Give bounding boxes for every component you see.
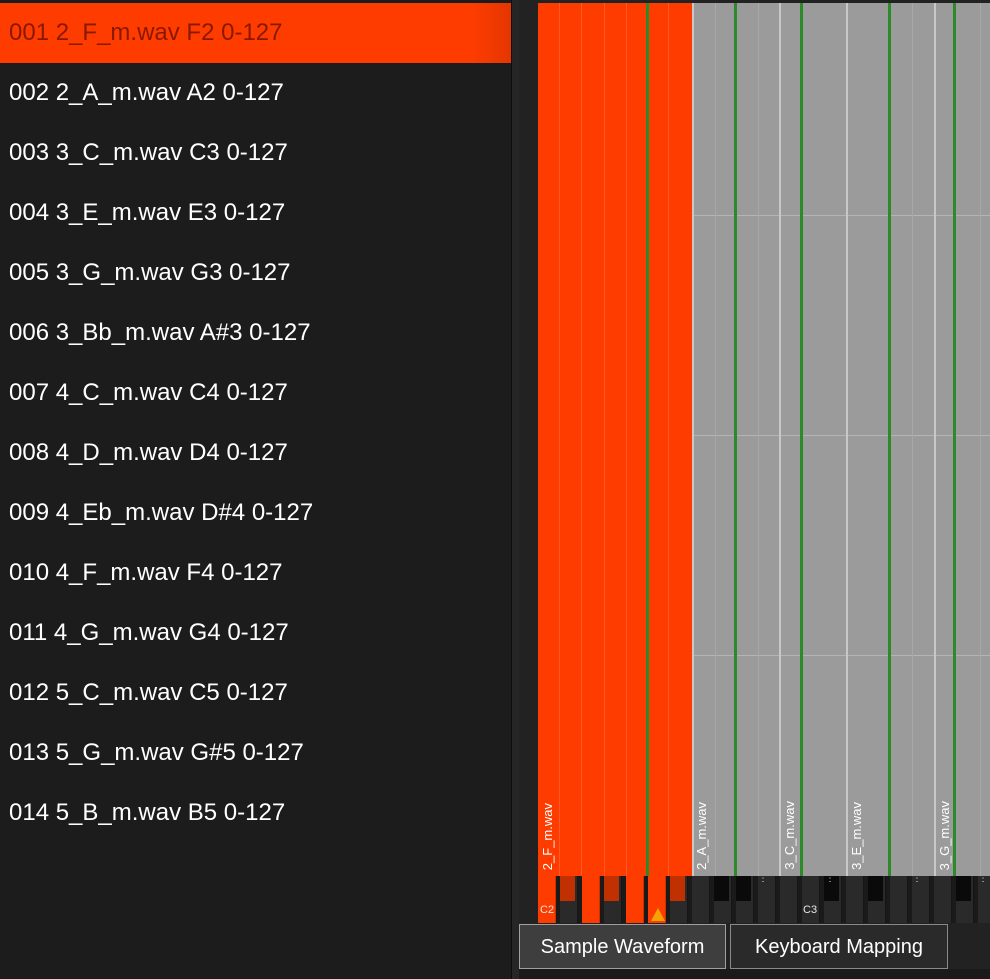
sample-row[interactable]: 011 4_G_m.wav G4 0-127 — [9, 619, 289, 646]
piano-black-key[interactable] — [824, 876, 839, 901]
piano-key[interactable] — [978, 876, 990, 923]
zone-label: 2_F_m.wav — [540, 802, 555, 870]
grid-line — [538, 215, 990, 216]
tab-sample-waveform[interactable]: Sample Waveform — [519, 924, 726, 969]
sample-row[interactable]: 003 3_C_m.wav C3 0-127 — [9, 139, 288, 166]
zone[interactable]: 3_E_m.wav — [846, 3, 934, 876]
piano-key[interactable] — [846, 876, 864, 923]
sample-row[interactable]: 008 4_D_m.wav D4 0-127 — [9, 439, 288, 466]
zone[interactable]: 3_C_m.wav — [779, 3, 846, 876]
tab-keyboard-mapping[interactable]: Keyboard Mapping — [730, 924, 948, 969]
piano-keyboard[interactable]: C2 C3 ⋮ ⋮ ⋮ ⋮ — [538, 876, 990, 923]
key-column-line — [980, 3, 981, 876]
sample-list: 001 2_F_m.wav F2 0-127 002 2_A_m.wav A2 … — [0, 3, 511, 826]
piano-black-key[interactable] — [560, 876, 575, 901]
piano-key[interactable] — [912, 876, 930, 923]
keyboard-mapping-grid[interactable]: 2_F_m.wav 2_A_m.wav 3_C_m.wav 3_E_m.wav … — [538, 3, 990, 876]
key-column-line — [626, 3, 627, 876]
grid-line — [538, 435, 990, 436]
sample-row[interactable]: 005 3_G_m.wav G3 0-127 — [9, 259, 291, 286]
root-key-line — [888, 3, 891, 876]
piano-key[interactable] — [934, 876, 952, 923]
piano-key[interactable] — [582, 876, 600, 923]
sample-row[interactable]: 009 4_Eb_m.wav D#4 0-127 — [9, 499, 314, 526]
root-key-line — [800, 3, 803, 876]
grid-line — [538, 655, 990, 656]
key-column-line — [715, 3, 716, 876]
piano-black-key[interactable] — [670, 876, 685, 901]
key-column-line — [581, 3, 582, 876]
piano-key[interactable] — [780, 876, 798, 923]
key-column-line — [559, 3, 560, 876]
sample-row[interactable]: 010 4_F_m.wav F4 0-127 — [9, 559, 283, 586]
panel-divider[interactable] — [511, 0, 520, 979]
key-column-line — [604, 3, 605, 876]
piano-black-key[interactable] — [604, 876, 619, 901]
key-column-line — [668, 3, 669, 876]
piano-black-key[interactable] — [714, 876, 729, 901]
piano-black-key[interactable] — [736, 876, 751, 901]
zone-label: 2_A_m.wav — [694, 802, 709, 870]
piano-black-key[interactable] — [868, 876, 883, 901]
piano-black-key[interactable] — [956, 876, 971, 901]
root-key-line — [646, 3, 649, 876]
sample-row[interactable]: 012 5_C_m.wav C5 0-127 — [9, 679, 288, 706]
piano-key[interactable] — [692, 876, 710, 923]
octave-label: C3 — [803, 904, 818, 916]
root-key-line — [953, 3, 956, 876]
zone-selected[interactable]: 2_F_m.wav — [538, 3, 692, 876]
piano-key[interactable] — [802, 876, 820, 923]
zone[interactable]: 3_G_m.wav — [934, 3, 990, 876]
sample-row[interactable]: 002 2_A_m.wav A2 0-127 — [9, 79, 284, 106]
piano-key[interactable] — [758, 876, 776, 923]
sample-row[interactable]: 007 4_C_m.wav C4 0-127 — [9, 379, 288, 406]
sample-row[interactable]: 001 2_F_m.wav F2 0-127 — [0, 3, 511, 63]
key-marker-icon: ⋮ — [825, 876, 835, 884]
root-note-marker-icon — [651, 908, 665, 921]
piano-key[interactable] — [626, 876, 644, 923]
zone-label: 3_E_m.wav — [849, 802, 864, 870]
piano-key[interactable] — [538, 876, 556, 923]
key-column-line — [912, 3, 913, 876]
key-column-line — [758, 3, 759, 876]
key-marker-icon: ⋮ — [758, 876, 768, 884]
sample-row[interactable]: 006 3_Bb_m.wav A#3 0-127 — [9, 319, 311, 346]
zone-label: 3_C_m.wav — [782, 801, 797, 870]
sample-row[interactable]: 004 3_E_m.wav E3 0-127 — [9, 199, 286, 226]
piano-key[interactable] — [890, 876, 908, 923]
zone[interactable]: 2_A_m.wav — [692, 3, 779, 876]
sample-row[interactable]: 014 5_B_m.wav B5 0-127 — [9, 799, 286, 826]
sample-row[interactable]: 013 5_G_m.wav G#5 0-127 — [9, 739, 304, 766]
bottom-strip — [519, 969, 990, 979]
key-marker-icon: ⋮ — [978, 876, 988, 884]
octave-label: C2 — [540, 904, 555, 916]
zone-label: 3_G_m.wav — [937, 800, 952, 870]
key-marker-icon: ⋮ — [912, 876, 922, 884]
root-key-line — [734, 3, 737, 876]
